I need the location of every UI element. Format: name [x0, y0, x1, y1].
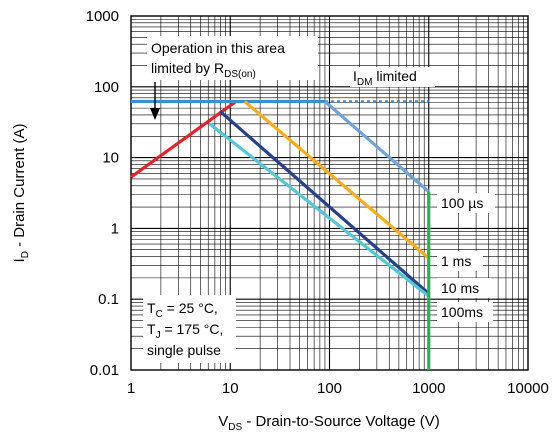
condition-tc: TC = 25 °C,: [147, 300, 218, 320]
plot-frame: [130, 15, 529, 371]
y-tick-label: 0.1: [98, 291, 119, 308]
y-tick-label: 1: [111, 220, 119, 237]
label-100us-box: [437, 193, 495, 213]
series-line-rds: [130, 100, 237, 179]
y-axis-label: ID - Drain Current (A): [11, 124, 31, 263]
area-note-line1: Operation in this area: [151, 40, 285, 56]
label-10ms: 10 ms: [441, 280, 479, 296]
area-note-line2: limited by RDS(on): [151, 60, 256, 80]
idm-label-box: [350, 67, 435, 87]
label-100ms-box: [437, 302, 493, 322]
y-tick-label: 1000: [86, 8, 119, 25]
series-line-ms10: [219, 110, 430, 295]
series-line-ms100: [208, 122, 430, 298]
label-1ms: 1 ms: [441, 253, 471, 269]
y-tick-label: 0.01: [90, 362, 119, 379]
tick-labels: 1 10 100 1000 10000 0.01 0.1 1 10 100 1000: [86, 8, 549, 397]
x-tick-label: 100: [317, 380, 342, 397]
series-layer: [130, 99, 431, 370]
condition-tj: TJ = 175 °C,: [147, 321, 223, 341]
idm-limited-label: IDM limited: [353, 68, 417, 88]
series-line-ms1: [243, 100, 430, 260]
y-tick-label: 100: [94, 79, 119, 96]
x-tick-label: 10: [222, 380, 239, 397]
y-tick-label: 10: [102, 150, 119, 167]
series-line-us100: [323, 100, 430, 193]
area-note-box: [147, 36, 318, 80]
x-tick-label: 1: [127, 380, 135, 397]
label-100ms: 100ms: [441, 304, 483, 320]
area-note-arrow-head: [150, 108, 160, 120]
label-100us: 100 µs: [441, 195, 483, 211]
x-tick-label: 1000: [412, 380, 445, 397]
label-10ms-box: [437, 278, 491, 298]
label-1ms-box: [437, 251, 483, 271]
x-tick-label: 10000: [507, 380, 549, 397]
conditions-box: [143, 295, 236, 363]
condition-pulse: single pulse: [147, 342, 221, 358]
x-axis-label: VDS - Drain-to-Source Voltage (V): [218, 413, 440, 433]
